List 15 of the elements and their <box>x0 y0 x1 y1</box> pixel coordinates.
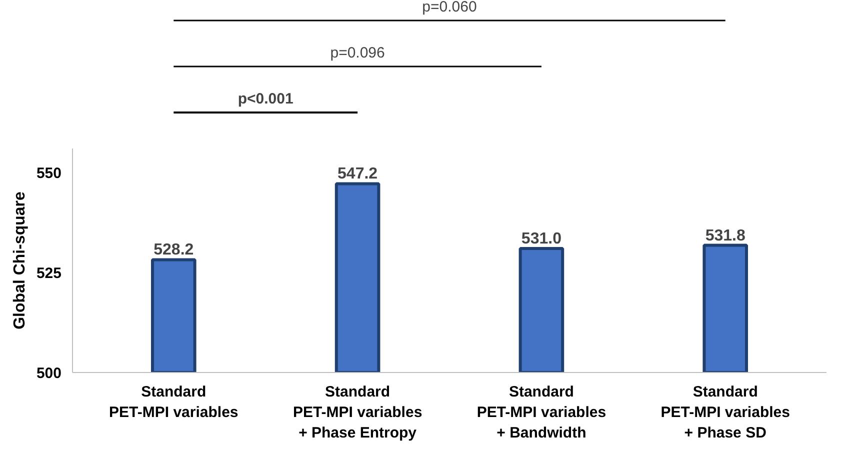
data-label: 531.0 <box>521 230 562 248</box>
y-tick-label: 500 <box>36 365 62 382</box>
x-tick-label: Standard PET-MPI variables + Bandwidth <box>476 384 606 442</box>
y-tick-label: 550 <box>36 165 62 182</box>
text: p=0.096 <box>330 44 385 62</box>
x-tick-label: Standard PET-MPI variables + Phase Entropy <box>292 384 422 442</box>
x-tick-label: Standard PET-MPI variables + Phase SD <box>660 384 790 442</box>
x-tick-label: Standard PET-MPI variables <box>109 384 238 421</box>
y-axis-title: Global Chi-square <box>11 192 28 330</box>
data-label: 528.2 <box>154 242 194 259</box>
text: p<0.001 <box>238 90 294 108</box>
y-tick-label: 525 <box>36 265 62 282</box>
data-label: 547.2 <box>338 166 378 183</box>
data-label: 531.8 <box>705 227 746 244</box>
text: p=0.060 <box>422 0 477 16</box>
